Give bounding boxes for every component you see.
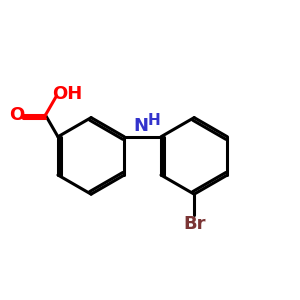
Text: OH: OH <box>52 85 83 103</box>
Text: O: O <box>9 106 25 124</box>
Text: H: H <box>148 113 160 128</box>
Text: Br: Br <box>183 215 206 233</box>
Text: N: N <box>134 117 149 135</box>
